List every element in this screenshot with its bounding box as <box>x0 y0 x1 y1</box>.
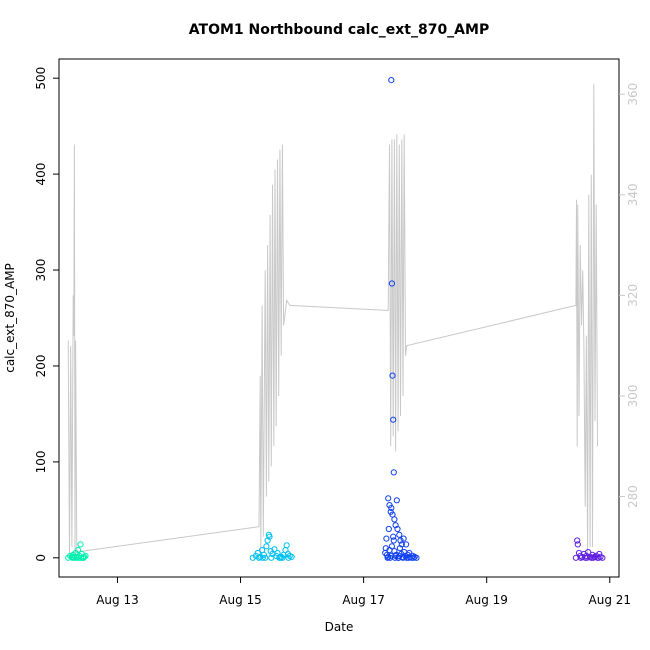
data-point <box>391 516 398 523</box>
data-point <box>284 550 291 558</box>
data-point <box>413 554 420 561</box>
data-point <box>394 525 401 533</box>
data-point <box>583 554 591 561</box>
data-point <box>65 554 72 561</box>
data-point <box>397 537 404 544</box>
data-point <box>389 372 396 379</box>
data-point <box>69 554 76 561</box>
data-point <box>390 533 397 540</box>
x-tick-label: Aug 13 <box>96 593 139 607</box>
x-tick-label: Aug 15 <box>219 593 262 607</box>
data-point <box>577 554 584 561</box>
secondary-y-axis: 280 300 320 340 360 <box>619 83 640 508</box>
data-point <box>262 554 269 561</box>
secondary-line <box>67 84 598 557</box>
data-point <box>390 537 397 544</box>
data-point <box>385 525 392 533</box>
x-axis: Aug 13 Aug 15 Aug 17 Aug 19 Aug 21 <box>96 577 631 607</box>
data-point <box>285 554 292 561</box>
y2-tick-label: 320 <box>626 284 640 307</box>
data-point <box>78 554 85 561</box>
y2-tick-label: 300 <box>626 384 640 407</box>
data-point <box>400 535 407 542</box>
y-tick-label: 0 <box>34 554 48 562</box>
data-point <box>574 541 581 548</box>
y-tick-label: 200 <box>34 355 48 378</box>
data-point <box>259 554 266 561</box>
x-tick-label: Aug 19 <box>465 593 508 607</box>
x-tick-label: Aug 17 <box>342 593 385 607</box>
data-point <box>589 551 596 559</box>
chart-title: ATOM1 Northbound calc_ext_870_AMP <box>189 22 489 38</box>
secondary-line-layer <box>67 84 598 557</box>
data-point <box>80 554 87 561</box>
data-point <box>75 547 82 554</box>
y2-tick-label: 340 <box>626 183 640 206</box>
y-tick-label: 500 <box>34 67 48 90</box>
data-point <box>266 533 273 540</box>
y-tick-label: 100 <box>34 450 48 473</box>
data-point <box>268 554 275 561</box>
y-tick-label: 300 <box>34 259 48 282</box>
y2-tick-label: 360 <box>626 83 640 106</box>
data-point <box>393 497 400 504</box>
data-point <box>596 550 603 558</box>
y-tick-label: 400 <box>34 163 48 186</box>
x-tick-label: Aug 21 <box>589 593 632 607</box>
data-point <box>283 542 290 549</box>
data-point <box>388 543 395 550</box>
points-layer <box>65 77 606 561</box>
data-point <box>403 541 410 548</box>
data-point <box>388 280 395 287</box>
y-axis: 0 100 200 300 400 500 <box>34 67 59 562</box>
data-point <box>410 554 417 561</box>
data-point <box>279 554 286 561</box>
y2-tick-label: 280 <box>626 485 640 508</box>
data-point <box>574 537 581 544</box>
data-point <box>249 554 256 561</box>
data-point <box>395 554 402 561</box>
y-axis-label: calc_ext_870_AMP <box>3 263 17 373</box>
data-point <box>392 552 399 560</box>
data-point <box>77 541 84 548</box>
data-point <box>406 549 413 557</box>
data-point <box>385 495 392 502</box>
data-point <box>396 531 403 538</box>
data-point <box>599 554 606 561</box>
data-point <box>595 554 602 561</box>
data-point <box>388 77 395 84</box>
data-point <box>384 554 391 561</box>
data-point <box>388 504 395 511</box>
data-point <box>288 553 295 561</box>
plot-frame <box>58 58 620 578</box>
x-axis-label: Date <box>325 620 354 634</box>
data-point <box>263 543 270 550</box>
data-point <box>390 416 397 423</box>
data-point <box>396 545 403 552</box>
data-point <box>271 546 278 553</box>
data-point <box>277 554 284 561</box>
data-point <box>390 469 397 476</box>
data-point <box>383 535 390 542</box>
data-point <box>70 553 77 561</box>
data-point <box>260 551 267 559</box>
data-point <box>255 554 263 561</box>
